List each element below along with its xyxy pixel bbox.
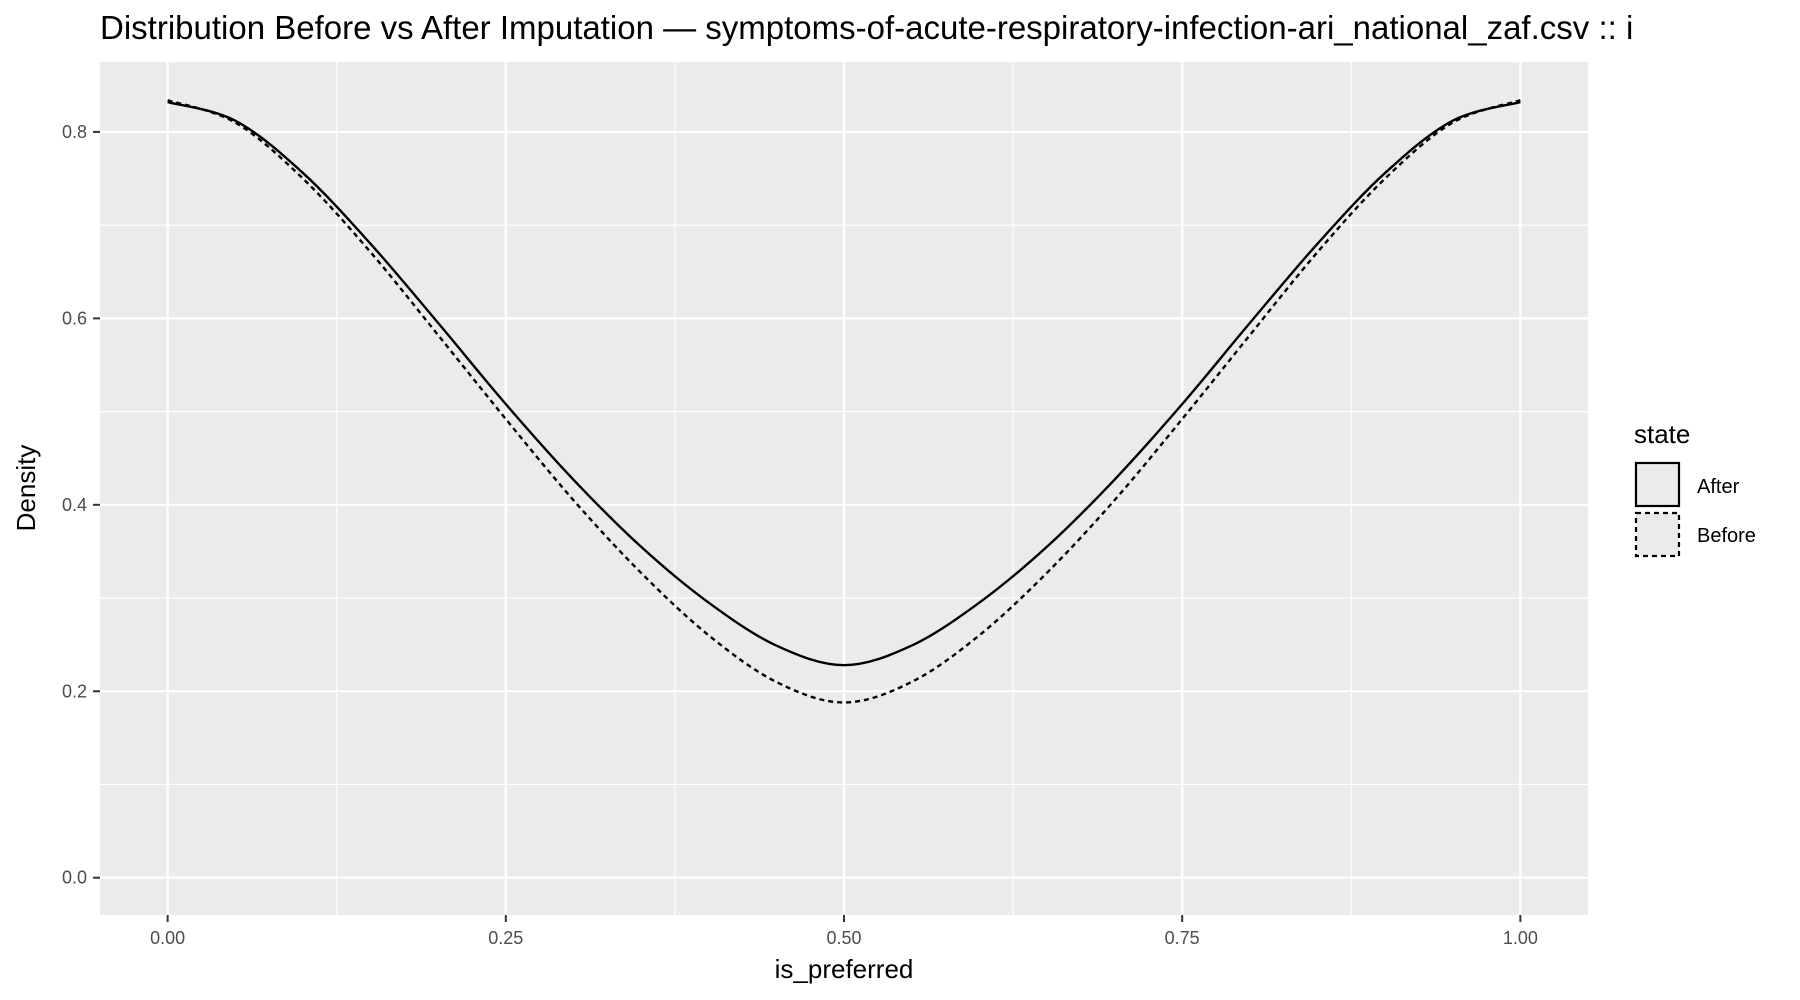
series-layer [167, 99, 1521, 704]
x-tick-label: 0.50 [826, 928, 861, 948]
legend-key-before [1634, 511, 1681, 558]
y-axis: 0.0 0.2 0.4 0.6 0.8 [62, 122, 100, 888]
y-tick-label: 0.8 [62, 122, 87, 142]
y-axis-title: Density [11, 445, 41, 532]
y-tick-label: 0.0 [62, 868, 87, 888]
grid-major [100, 62, 1588, 915]
y-tick-label: 0.4 [62, 495, 87, 515]
x-axis-title: is_preferred [775, 954, 914, 984]
legend-item-before: Before [1634, 511, 1756, 558]
x-tick-label: 1.00 [1503, 928, 1538, 948]
series-line-after [167, 100, 1521, 667]
x-tick-label: 0.00 [150, 928, 185, 948]
legend-title: state [1634, 419, 1690, 449]
x-axis: 0.00 0.25 0.50 0.75 1.00 [150, 915, 1538, 948]
legend-item-after: After [1634, 461, 1740, 508]
chart-title: Distribution Before vs After Imputation … [100, 9, 1634, 46]
y-tick-label: 0.6 [62, 308, 87, 328]
legend-label-after: After [1697, 476, 1740, 498]
x-tick-label: 0.25 [488, 928, 523, 948]
legend-key-after [1634, 461, 1681, 508]
y-tick-label: 0.2 [62, 681, 87, 701]
legend-label-before: Before [1697, 525, 1756, 547]
legend: state After Before [1634, 419, 1756, 558]
x-tick-label: 0.75 [1165, 928, 1200, 948]
